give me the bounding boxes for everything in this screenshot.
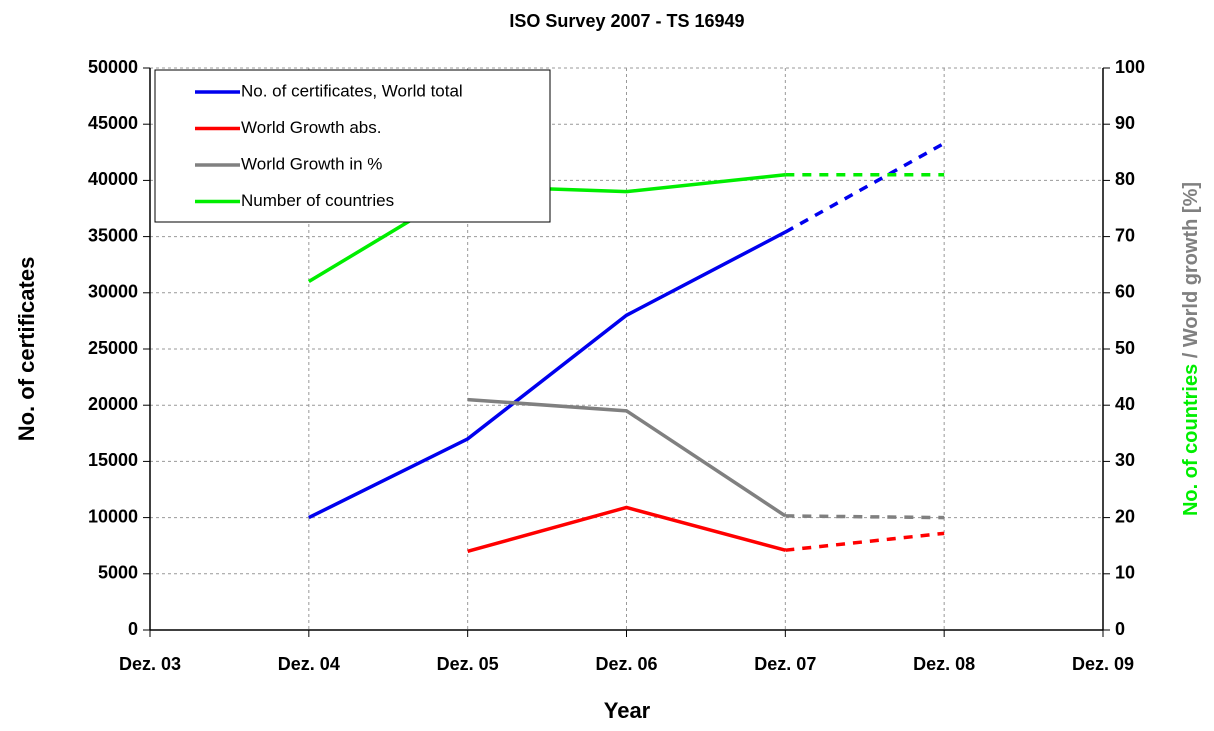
chart-title: ISO Survey 2007 - TS 16949 xyxy=(509,11,744,31)
x-tick-label: Dez. 06 xyxy=(595,654,657,674)
line xyxy=(308,230,787,520)
y2-tick-label: 50 xyxy=(1115,338,1135,358)
line xyxy=(467,397,787,518)
y2-tick-label: 100 xyxy=(1115,57,1145,77)
y2-tick-label: 40 xyxy=(1115,394,1135,414)
y2-tick-label: 90 xyxy=(1115,113,1135,133)
y-tick-label: 5000 xyxy=(98,563,138,583)
line xyxy=(467,505,786,554)
legend-label: Number of countries xyxy=(241,191,394,210)
legend xyxy=(154,69,551,223)
line-projection xyxy=(784,141,946,234)
y2-axis-label-part: / World growth [%] xyxy=(1180,182,1202,364)
y-tick-label: 0 xyxy=(128,619,138,639)
x-axis-label: Year xyxy=(604,698,651,723)
y2-axis-label: No. of countries / World growth [%] xyxy=(1180,182,1202,516)
x-tick-label: Dez. 09 xyxy=(1072,654,1134,674)
legend-label: No. of certificates, World total xyxy=(241,81,463,100)
x-tick-label: Dez. 04 xyxy=(278,654,340,674)
y-tick-label: 15000 xyxy=(88,450,138,470)
y2-tick-label: 30 xyxy=(1115,450,1135,470)
y2-tick-label: 70 xyxy=(1115,225,1135,245)
legend-label: World Growth in % xyxy=(241,154,382,173)
x-tick-label: Dez. 05 xyxy=(437,654,499,674)
y-tick-label: 35000 xyxy=(88,225,138,245)
y-tick-label: 20000 xyxy=(88,394,138,414)
y-tick-label: 40000 xyxy=(88,169,138,189)
y2-tick-label: 80 xyxy=(1115,169,1135,189)
x-tick-label: Dez. 08 xyxy=(913,654,975,674)
y2-tick-label: 0 xyxy=(1115,619,1125,639)
y2-axis-label-part: No. of countries xyxy=(1180,364,1202,516)
x-tick-label: Dez. 07 xyxy=(754,654,816,674)
y-tick-label: 25000 xyxy=(88,338,138,358)
y-tick-label: 45000 xyxy=(88,113,138,133)
y2-tick-label: 20 xyxy=(1115,506,1135,526)
x-tick-label: Dez. 03 xyxy=(119,654,181,674)
y-tick-label: 10000 xyxy=(88,506,138,526)
y-axis-label: No. of certificates xyxy=(14,257,39,442)
y-tick-label: 30000 xyxy=(88,282,138,302)
y2-tick-label: 60 xyxy=(1115,282,1135,302)
legend-label: World Growth abs. xyxy=(241,118,381,137)
y2-tick-label: 10 xyxy=(1115,563,1135,583)
y-tick-label: 50000 xyxy=(88,57,138,77)
line-projection xyxy=(785,531,945,552)
